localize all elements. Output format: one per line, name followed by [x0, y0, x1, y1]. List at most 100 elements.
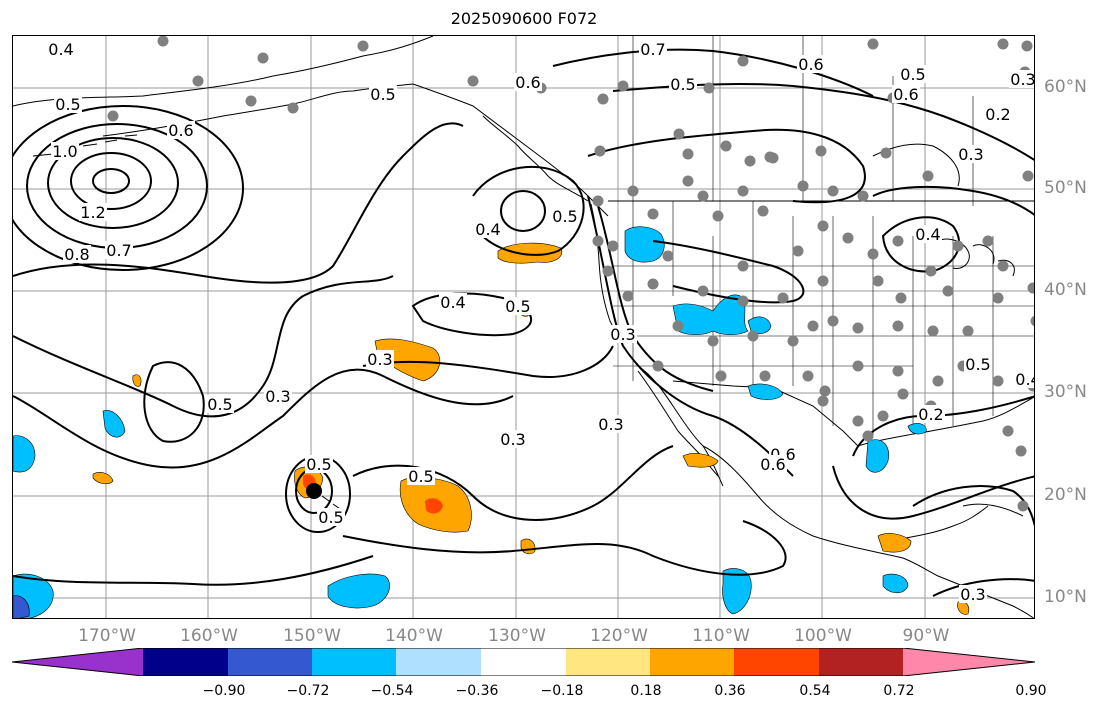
- contour-label-bg: [1009, 70, 1034, 88]
- orange-region-6: [877, 533, 912, 553]
- blue-region-1: [624, 226, 665, 263]
- contour-8: [500, 190, 546, 232]
- contour-14: [587, 128, 866, 204]
- station-dot: [594, 145, 606, 157]
- contour-3: [13, 368, 514, 469]
- contour-label-bg: [1014, 370, 1034, 388]
- contour-label: 0.3: [958, 145, 983, 164]
- contour-label-bg: [514, 73, 542, 91]
- station-dot: [720, 140, 732, 152]
- station-dot: [817, 220, 829, 232]
- contour-label: 0.2: [918, 405, 943, 424]
- contour-label: 0.5: [408, 467, 433, 486]
- station-dot: [997, 38, 1009, 50]
- station-dot: [827, 315, 839, 327]
- map-canvas: 0.40.50.61.01.20.8 0.70.60.70.50.50.4 0.50…: [13, 36, 1035, 618]
- longitude-tick-label: 150°W: [283, 626, 341, 646]
- station-dots: [107, 36, 1034, 512]
- colorbar-segment: [650, 648, 734, 676]
- station-dot: [1017, 500, 1029, 512]
- station-dot: [952, 240, 964, 252]
- contour-label-bg: [669, 75, 697, 93]
- station-dot: [880, 147, 892, 159]
- contour-label: 0.5: [370, 85, 395, 104]
- station-dot: [759, 370, 771, 382]
- blue-region-8: [722, 568, 752, 615]
- contour-label: 0.4: [48, 40, 73, 59]
- cuba: [962, 503, 1024, 517]
- contour-label: 0.6: [893, 85, 918, 104]
- station-dot: [703, 82, 715, 94]
- longitude-tick-label: 120°W: [590, 626, 648, 646]
- station-dot: [872, 275, 884, 287]
- contour-label: 0.3: [610, 325, 635, 344]
- station-dot: [647, 208, 659, 220]
- contour-label: 0.4: [1015, 370, 1035, 389]
- contour-label-bg: [609, 325, 637, 343]
- contour-label: 0.5: [306, 455, 331, 474]
- station-dot: [867, 248, 879, 260]
- great-lakes: [937, 238, 1015, 277]
- station-dot: [852, 322, 864, 334]
- station-dot: [602, 265, 614, 277]
- station-dot: [962, 325, 974, 337]
- colorbar-segment: [312, 648, 396, 676]
- blue-region-5: [865, 439, 889, 473]
- mexico-coast: [702, 445, 1034, 618]
- contour-label-bg: [54, 95, 82, 113]
- longitude-tick-label: 100°W: [794, 626, 852, 646]
- contour-label: 0.5: [965, 355, 990, 374]
- contour-label-bg: [407, 467, 435, 485]
- bc-coast: [482, 115, 589, 202]
- contour-label-bg: [759, 455, 787, 473]
- colorbar-segment: [396, 648, 481, 676]
- colorbar-tick-label: 0.36: [714, 683, 746, 699]
- contour-7: [13, 555, 374, 586]
- contour-label-bg: [957, 145, 985, 163]
- latitude-tick-label: 40°N: [1044, 280, 1087, 300]
- station-dot: [662, 250, 674, 262]
- contour-label: 0.5: [505, 297, 530, 316]
- red-region-1: [425, 498, 443, 514]
- colorbar-segment: [481, 648, 566, 676]
- station-dot: [842, 232, 854, 244]
- contour-label: 0.8: [64, 245, 89, 264]
- orange-region-2: [374, 338, 441, 382]
- station-dot: [1002, 425, 1014, 437]
- latitude-tick-label: 50°N: [1044, 178, 1087, 198]
- contour-label-bg: [639, 40, 667, 58]
- contour-label: 0.4: [440, 293, 465, 312]
- contour-1: [13, 122, 464, 284]
- contour-15: [652, 240, 805, 304]
- contour-label-bg: [264, 387, 292, 405]
- contour-label: 0.3: [265, 387, 290, 406]
- hudson-bay: [872, 143, 960, 187]
- station-dot: [592, 195, 604, 207]
- contour-label: 0.5: [670, 75, 695, 94]
- station-dot: [744, 155, 756, 167]
- station-dot: [672, 320, 684, 332]
- station-dot: [982, 235, 994, 247]
- contour-high-inner: [92, 168, 130, 194]
- station-dot: [817, 275, 829, 287]
- contour-label: 0.7: [106, 241, 131, 260]
- orange-region-9: [92, 472, 114, 485]
- station-dot: [892, 365, 904, 377]
- blue-region-7: [327, 573, 390, 609]
- station-dot: [287, 102, 299, 114]
- station-dot: [777, 292, 789, 304]
- colorbar-tick-label: 0.90: [1015, 683, 1047, 699]
- station-dot: [797, 180, 809, 192]
- station-dot: [852, 415, 864, 427]
- station-dot: [787, 335, 799, 347]
- contour-label-bg: [206, 395, 234, 413]
- latitude-tick-label: 10°N: [1044, 587, 1087, 607]
- colorbar-segment: [819, 648, 903, 676]
- contour-label-bg: [366, 350, 394, 368]
- contour-18: [872, 185, 1034, 216]
- station-dot: [592, 235, 604, 247]
- contour-label-bg: [551, 207, 579, 225]
- longitude-tick-label: 160°W: [180, 626, 238, 646]
- contour-label-bg: [964, 355, 992, 373]
- station-dot: [607, 240, 619, 252]
